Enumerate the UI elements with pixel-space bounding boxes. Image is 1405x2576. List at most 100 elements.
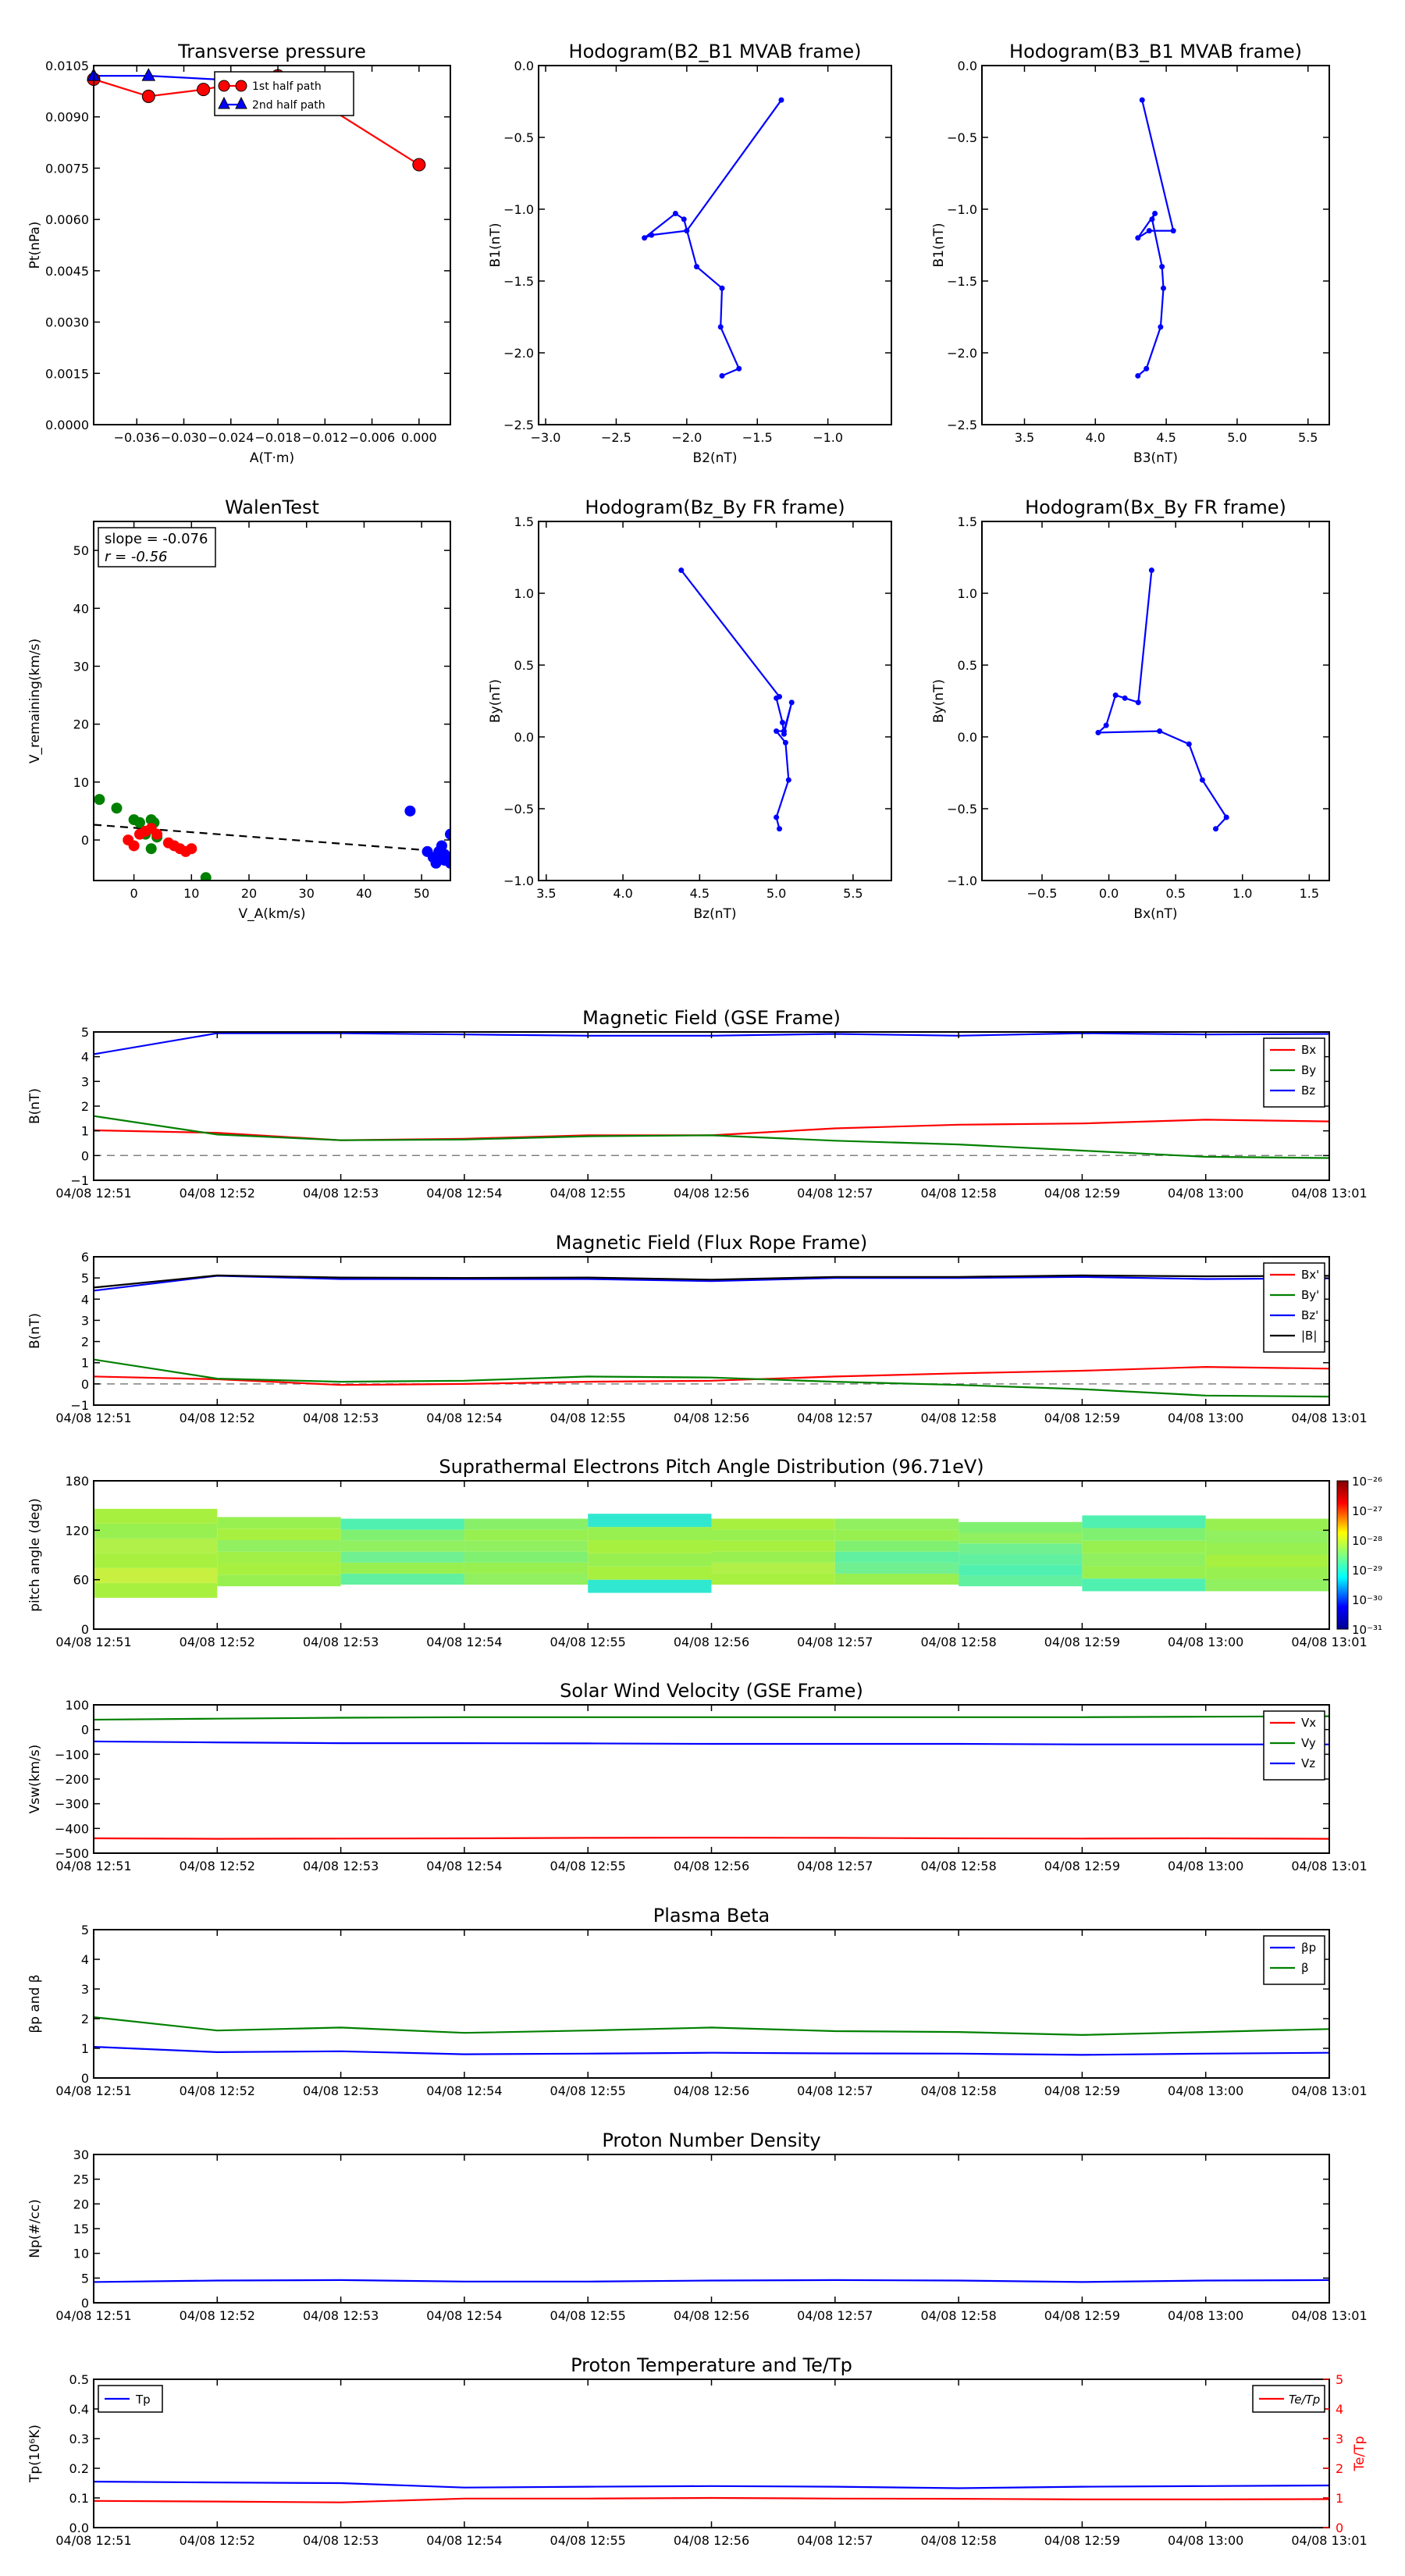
- plasma-beta-frame: [93, 1929, 1330, 2079]
- mag-gse-ytick-label: 3: [81, 1074, 89, 1089]
- hodo-bxby-xtick-label: −0.5: [1027, 886, 1058, 901]
- transverse-pressure-ylabel: Pt(nPa): [27, 222, 43, 269]
- hodo-b3b1-ytick-label: −1.0: [947, 202, 977, 217]
- pad-colorbar-label: 10⁻³⁰: [1352, 1593, 1382, 1607]
- hodo-bxby-ytick-label: 0.0: [958, 730, 977, 745]
- sw-velocity-xtick-label: 04/08 12:51: [55, 1859, 131, 1873]
- hodo-bzby-marker-Bz_By: [788, 699, 795, 706]
- pad-cell: [959, 1521, 1083, 1533]
- transverse-pressure-ytick-label: 0.0075: [45, 161, 89, 176]
- mag-fr-ytick-label: 4: [81, 1292, 89, 1307]
- pad-cell: [340, 1573, 464, 1585]
- transverse-pressure-marker-1st half path: [412, 158, 426, 172]
- hodo-b3b1-xtick-label: 5.5: [1298, 430, 1318, 445]
- mag-fr-legend: [1263, 1262, 1325, 1353]
- transverse-pressure-xtick-label: 0.000: [401, 430, 437, 445]
- mag-fr-ytick-label: 0: [81, 1377, 89, 1392]
- pad-xtick-label: 04/08 12:52: [180, 1635, 255, 1649]
- proton-temp-ytick-label: 0.2: [69, 2461, 89, 2476]
- hodo-b2b1-marker-B2_B1: [736, 365, 742, 372]
- proton-temp-y2tick-label: 0: [1336, 2521, 1343, 2535]
- mag-fr-title: Magnetic Field (Flux Rope Frame): [556, 1232, 867, 1254]
- proton-temp-xtick-label: 04/08 12:54: [426, 2533, 502, 2548]
- mag-fr-ytick-label: 1: [81, 1356, 89, 1371]
- pad-cell: [1082, 1553, 1206, 1567]
- transverse-pressure-xtick-label: −0.018: [254, 430, 301, 445]
- pad-cell: [464, 1573, 589, 1585]
- hodo-bxby-marker-Bx_By: [1122, 695, 1128, 701]
- proton-temp-y2tick-label: 3: [1336, 2432, 1343, 2446]
- mag-gse-xtick-label: 04/08 12:56: [674, 1186, 749, 1201]
- proton-temp-xtick-label: 04/08 13:01: [1291, 2533, 1367, 2548]
- hodo-b2b1-marker-B2_B1: [672, 211, 678, 217]
- pad-cell: [1205, 1542, 1329, 1555]
- sw-velocity-ytick-label: −500: [55, 1846, 89, 1861]
- hodo-b2b1-ytick-label: −1.0: [503, 202, 534, 217]
- pad-cell: [340, 1518, 464, 1530]
- plasma-beta-ylabel: βp and β: [27, 1974, 43, 2033]
- hodo-bzby-marker-Bz_By: [782, 739, 788, 745]
- plasma-beta-legend-label-βp: βp: [1301, 1941, 1316, 1955]
- hodo-bxby-series-Bx_By: [1095, 570, 1228, 830]
- walen-test-xlabel: V_A(km/s): [238, 906, 305, 922]
- hodo-bxby-xlabel: Bx(nT): [1133, 906, 1177, 922]
- mag-gse-xtick-label: 04/08 12:52: [180, 1186, 255, 1201]
- transverse-pressure-ytick-label: 0.0105: [45, 59, 89, 73]
- mag-fr-xtick-label: 04/08 13:00: [1168, 1411, 1243, 1425]
- hodo-b2b1-marker-B2_B1: [684, 228, 690, 234]
- hodo-b3b1-ytick-label: −1.5: [947, 274, 977, 289]
- pad-xtick-label: 04/08 12:54: [426, 1635, 502, 1649]
- hodo-b2b1-marker-B2_B1: [719, 372, 725, 379]
- walen-test-point-red: [186, 843, 197, 855]
- hodo-b3b1-marker-B3_B1: [1149, 216, 1155, 222]
- walen-test-point-blue: [404, 805, 416, 817]
- proton-density-ytick-label: 20: [73, 2197, 89, 2211]
- mag-gse-xtick-label: 04/08 12:51: [55, 1186, 131, 1201]
- proton-density-ytick-label: 25: [73, 2172, 89, 2187]
- sw-velocity-series-Vz: [93, 1740, 1329, 1745]
- walen-test-point-blue: [436, 840, 447, 852]
- hodo-bxby-ytick-label: 1.0: [958, 586, 977, 601]
- hodo-bzby-marker-Bz_By: [774, 728, 780, 735]
- hodo-bzby-xtick-label: 5.5: [843, 886, 863, 901]
- walen-test-chart: WalenTest 0 10 20 30 40 50 0 10 20 30 40 50 V_A(km/s)…: [27, 496, 451, 922]
- pad-cell: [464, 1518, 589, 1530]
- mag-gse-ytick-label: −1: [70, 1173, 89, 1188]
- sw-velocity-xtick-label: 04/08 12:57: [797, 1859, 873, 1873]
- hodo-b2b1-marker-B2_B1: [778, 97, 784, 103]
- proton-temp-y2tick-label: 4: [1336, 2402, 1343, 2417]
- hodo-b2b1-ytick-label: −2.5: [503, 418, 534, 432]
- pad-ytick-label: 0: [81, 1622, 89, 1637]
- mag-fr-xtick-label: 04/08 12:53: [303, 1411, 379, 1425]
- mag-fr-series-By': [93, 1358, 1330, 1398]
- transverse-pressure-xtick-label: −0.006: [349, 430, 395, 445]
- hodo-b2b1-ytick-label: −1.5: [503, 274, 534, 289]
- hodo-bxby-marker-Bx_By: [1095, 729, 1101, 735]
- pad-ytick-label: 60: [73, 1573, 89, 1588]
- proton-temp-ytick-label: 0.0: [69, 2521, 89, 2535]
- pad-xtick-label: 04/08 12:57: [797, 1635, 873, 1649]
- walen-test-ytick-label: 20: [73, 717, 89, 732]
- mag-gse-xtick-label: 04/08 13:01: [1291, 1186, 1367, 1201]
- hodo-b3b1-marker-B3_B1: [1159, 264, 1165, 270]
- mag-gse-legend-label-Bz: Bz: [1301, 1083, 1315, 1098]
- plasma-beta-legend: [1263, 1935, 1325, 1985]
- pad-cell: [94, 1582, 218, 1598]
- mag-gse-xtick-label: 04/08 12:58: [920, 1186, 996, 1201]
- pad-cell: [588, 1527, 712, 1540]
- mag-gse-ytick-label: 4: [81, 1050, 89, 1065]
- mag-gse-legend-label-By: By: [1301, 1063, 1316, 1077]
- hodo-bxby-xtick-label: 0.0: [1099, 886, 1119, 901]
- mag-fr-chart: Magnetic Field (Flux Rope Frame) −1 0 1 2 3 4 5…: [27, 1232, 1368, 1425]
- plasma-beta-xtick-label: 04/08 12:59: [1044, 2083, 1120, 2098]
- transverse-pressure-legend-marker-2: [235, 96, 247, 109]
- pad-cell: [217, 1551, 341, 1564]
- mag-fr-xtick-label: 04/08 12:58: [920, 1411, 996, 1425]
- transverse-pressure-marker-2nd half path: [141, 68, 156, 81]
- sw-velocity-ytick-label: −100: [55, 1747, 89, 1762]
- sw-velocity-title: Solar Wind Velocity (GSE Frame): [560, 1680, 863, 1702]
- plasma-beta-legend-label-β: β: [1301, 1961, 1309, 1975]
- plasma-beta-ytick-label: 0: [81, 2071, 89, 2086]
- transverse-pressure-legend-label-2: 2nd half path: [252, 99, 325, 112]
- mag-fr-ytick-label: −1: [70, 1398, 89, 1413]
